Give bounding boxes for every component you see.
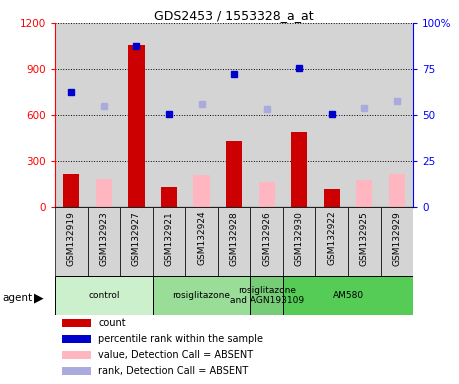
Text: GSM132919: GSM132919 <box>67 211 76 266</box>
Text: agent: agent <box>2 293 33 303</box>
Text: GSM132929: GSM132929 <box>392 211 401 266</box>
Bar <box>153 207 185 276</box>
Bar <box>88 207 120 276</box>
Bar <box>348 23 381 207</box>
Text: percentile rank within the sample: percentile rank within the sample <box>98 334 263 344</box>
Bar <box>218 207 250 276</box>
Bar <box>185 23 218 207</box>
Bar <box>226 141 242 207</box>
Bar <box>120 207 153 276</box>
Bar <box>315 207 348 276</box>
Bar <box>218 23 250 207</box>
Text: GSM132930: GSM132930 <box>295 211 304 266</box>
Bar <box>120 23 153 207</box>
Bar <box>193 175 210 207</box>
Bar <box>62 335 91 343</box>
Text: rank, Detection Call = ABSENT: rank, Detection Call = ABSENT <box>98 366 248 376</box>
Bar <box>250 276 283 315</box>
Text: control: control <box>88 291 120 300</box>
Bar <box>55 23 88 207</box>
Bar <box>63 174 79 207</box>
Bar <box>96 179 112 207</box>
Bar <box>250 23 283 207</box>
Bar <box>153 276 250 315</box>
Text: GSM132925: GSM132925 <box>360 211 369 266</box>
Bar <box>62 351 91 359</box>
Text: rosiglitazone: rosiglitazone <box>173 291 230 300</box>
Text: GSM132928: GSM132928 <box>230 211 239 266</box>
Bar <box>258 182 275 207</box>
Bar <box>283 276 413 315</box>
Bar <box>283 23 315 207</box>
Text: value, Detection Call = ABSENT: value, Detection Call = ABSENT <box>98 350 253 360</box>
Bar <box>381 23 413 207</box>
Bar <box>315 23 348 207</box>
Bar <box>88 23 120 207</box>
Title: GDS2453 / 1553328_a_at: GDS2453 / 1553328_a_at <box>154 9 314 22</box>
Bar <box>129 45 145 207</box>
Bar <box>348 207 381 276</box>
Text: GSM132926: GSM132926 <box>262 211 271 266</box>
Bar <box>250 207 283 276</box>
Text: AM580: AM580 <box>332 291 364 300</box>
Bar <box>381 207 413 276</box>
Bar <box>153 23 185 207</box>
Bar <box>55 276 153 315</box>
Bar <box>62 319 91 327</box>
Text: GSM132923: GSM132923 <box>100 211 108 266</box>
Bar <box>389 174 405 207</box>
Text: GSM132924: GSM132924 <box>197 211 206 265</box>
Text: GSM132922: GSM132922 <box>327 211 336 265</box>
Bar <box>283 207 315 276</box>
Text: count: count <box>98 318 126 328</box>
Text: rosiglitazone
and AGN193109: rosiglitazone and AGN193109 <box>230 286 304 305</box>
Text: GSM132921: GSM132921 <box>164 211 174 266</box>
Bar <box>185 207 218 276</box>
Text: GSM132927: GSM132927 <box>132 211 141 266</box>
Bar <box>291 132 308 207</box>
Bar <box>62 367 91 375</box>
Bar <box>324 189 340 207</box>
Text: ▶: ▶ <box>34 291 44 304</box>
Bar <box>161 187 177 207</box>
Bar <box>55 207 88 276</box>
Bar <box>356 180 372 207</box>
